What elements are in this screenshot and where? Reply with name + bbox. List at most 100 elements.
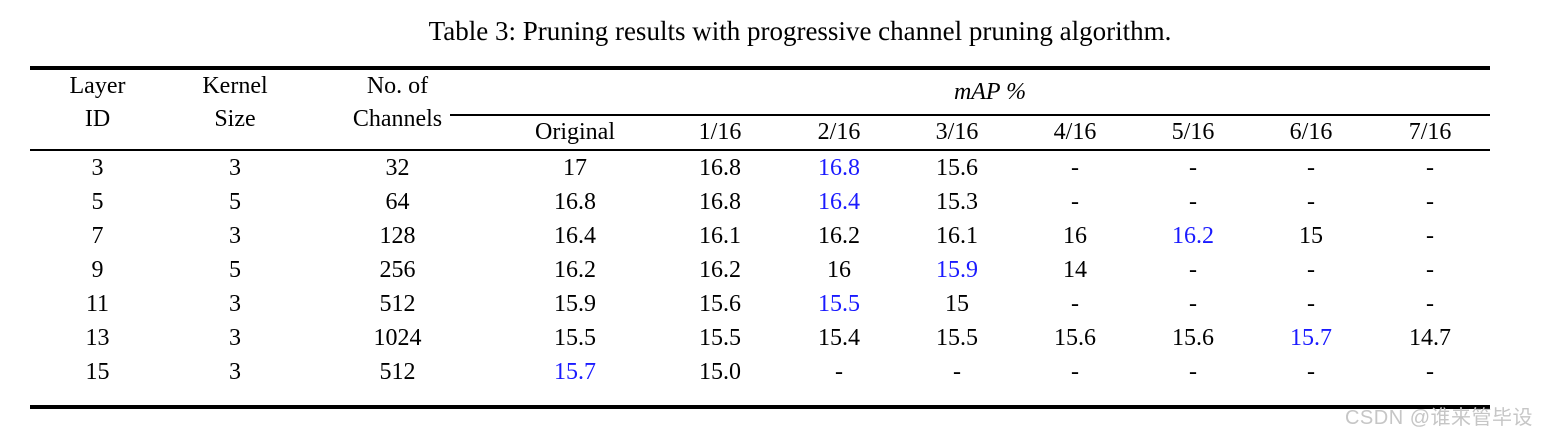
cell-map-value: 16.2 <box>1172 223 1214 249</box>
cell-map-value: 15.3 <box>936 189 978 215</box>
cell-map-value: - <box>1307 189 1315 215</box>
cell-kernel-size: 3 <box>229 155 241 181</box>
cell-map-value: - <box>1071 291 1079 317</box>
column-header-2-16: 2/16 <box>780 115 898 151</box>
table-row: 3 3 32 17 16.8 16.8 15.6 - - - - <box>30 150 1490 185</box>
cell-channels: 32 <box>385 155 410 181</box>
cell-channels: 512 <box>379 291 416 317</box>
column-header-5-16: 5/16 <box>1134 115 1252 151</box>
pruning-results-table: Layer ID Kernel Size No. of Channels <box>30 66 1491 409</box>
cell-map-value: 16.8 <box>554 189 596 215</box>
cell-map-value: 15.7 <box>554 359 596 385</box>
column-header-1-16: 1/16 <box>660 115 780 151</box>
cell-map-value: - <box>1426 223 1435 249</box>
cell-map-value: 15 <box>945 291 969 317</box>
map-group-rule <box>450 114 1490 116</box>
table-row: 13 3 1024 15.5 15.5 15.4 15.5 15.6 15.6 … <box>30 321 1490 355</box>
cell-kernel-size: 5 <box>229 189 241 215</box>
cell-map-value: - <box>1189 291 1197 317</box>
cell-map-value: - <box>1426 359 1435 385</box>
cell-map-value: - <box>1071 189 1079 215</box>
cell-map-value: - <box>1189 189 1197 215</box>
column-header-7-16: 7/16 <box>1370 115 1491 151</box>
cell-kernel-size: 3 <box>229 325 241 351</box>
cell-channels: 64 <box>385 189 410 215</box>
cell-map-value: 16 <box>1063 223 1087 249</box>
cell-map-value: - <box>1307 291 1315 317</box>
cell-map-value: 16.4 <box>818 189 860 215</box>
cell-map-value: - <box>1426 189 1435 215</box>
cell-map-value: - <box>1426 257 1435 283</box>
cell-map-value: 15.6 <box>1054 325 1096 351</box>
cell-map-value: 15.6 <box>936 155 978 181</box>
table-body: 3 3 32 17 16.8 16.8 15.6 - - - - 5 5 64 … <box>30 150 1490 407</box>
cell-map-value: - <box>1189 359 1197 385</box>
cell-map-value: 16.1 <box>936 223 978 249</box>
cell-map-value: 15.6 <box>699 291 741 317</box>
column-header-layer-id: Layer ID <box>30 68 165 151</box>
column-header-3-16: 3/16 <box>898 115 1016 151</box>
column-header-channels-line2: Channels <box>352 106 443 132</box>
map-group-header: mAP % <box>953 79 1027 105</box>
column-header-layer-line2: ID <box>84 106 111 132</box>
column-header-6-16: 6/16 <box>1252 115 1370 151</box>
column-header-kernel-size: Kernel Size <box>165 68 305 151</box>
column-header-kernel-line1: Kernel <box>202 73 268 99</box>
cell-map-value: 15.5 <box>818 291 860 317</box>
table-row: 5 5 64 16.8 16.8 16.4 15.3 - - - - <box>30 185 1490 219</box>
cell-map-value: 15.6 <box>1172 325 1214 351</box>
column-header-4-16: 4/16 <box>1016 115 1134 151</box>
cell-map-value: - <box>953 359 961 385</box>
cell-map-value: 15.5 <box>699 325 741 351</box>
cell-map-value: - <box>1307 155 1315 181</box>
cell-map-value: - <box>1189 155 1197 181</box>
table-row: 9 5 256 16.2 16.2 16 15.9 14 - - - <box>30 253 1490 287</box>
header-row-subcolumns: Original 1/16 2/16 3/16 4/16 5/16 6/16 7… <box>30 115 1491 151</box>
cell-channels: 256 <box>379 257 416 283</box>
column-header-kernel-line2: Size <box>214 106 256 132</box>
cell-layer-id: 11 <box>85 291 110 317</box>
table-header: Layer ID Kernel Size No. of Channels <box>30 68 1491 151</box>
cell-map-value: 14 <box>1063 257 1087 283</box>
cell-kernel-size: 5 <box>229 257 241 283</box>
cell-map-value: 15.5 <box>936 325 978 351</box>
cell-map-value: 15.4 <box>818 325 860 351</box>
cell-map-value: - <box>1307 359 1315 385</box>
cell-layer-id: 3 <box>91 155 104 181</box>
cell-map-value: 16.8 <box>818 155 860 181</box>
column-header-original: Original <box>490 115 660 151</box>
cell-map-value: - <box>1426 291 1435 317</box>
cell-map-value: - <box>1307 257 1315 283</box>
cell-map-value: 15.9 <box>554 291 596 317</box>
cell-map-value: 15.7 <box>1290 325 1332 351</box>
cell-map-value: 14.7 <box>1409 325 1452 351</box>
cell-map-value: 16.4 <box>554 223 596 249</box>
cell-channels: 128 <box>379 223 416 249</box>
cell-map-value: 16.2 <box>818 223 860 249</box>
cell-map-value: 15.5 <box>554 325 596 351</box>
table-row: 15 3 512 15.7 15.0 - - - - - - <box>30 355 1490 407</box>
cell-layer-id: 13 <box>85 325 110 351</box>
cell-map-value: 16.8 <box>699 155 741 181</box>
cell-map-value: 15.9 <box>936 257 978 283</box>
column-header-channels: No. of Channels <box>305 68 490 151</box>
cell-kernel-size: 3 <box>229 223 241 249</box>
cell-kernel-size: 3 <box>229 359 241 385</box>
cell-layer-id: 7 <box>91 223 104 249</box>
cell-map-value: 16.2 <box>554 257 596 283</box>
cell-channels: 1024 <box>373 325 422 351</box>
cell-map-value: 17 <box>563 155 587 181</box>
table-row: 7 3 128 16.4 16.1 16.2 16.1 16 16.2 15 - <box>30 219 1490 253</box>
cell-map-value: 16.8 <box>699 189 741 215</box>
cell-map-value: 16 <box>827 257 851 283</box>
watermark: CSDN @谁来管毕设 <box>1344 407 1533 429</box>
cell-layer-id: 9 <box>91 257 104 283</box>
cell-map-value: 16.2 <box>699 257 741 283</box>
cell-map-value: - <box>1189 257 1197 283</box>
header-row-group: Layer ID Kernel Size No. of Channels <box>30 68 1490 151</box>
cell-map-value: - <box>1426 155 1435 181</box>
table-caption: Table 3: Pruning results with progressiv… <box>428 16 1172 46</box>
cell-map-value: 15 <box>1299 223 1323 249</box>
column-header-layer-line1: Layer <box>69 73 126 99</box>
